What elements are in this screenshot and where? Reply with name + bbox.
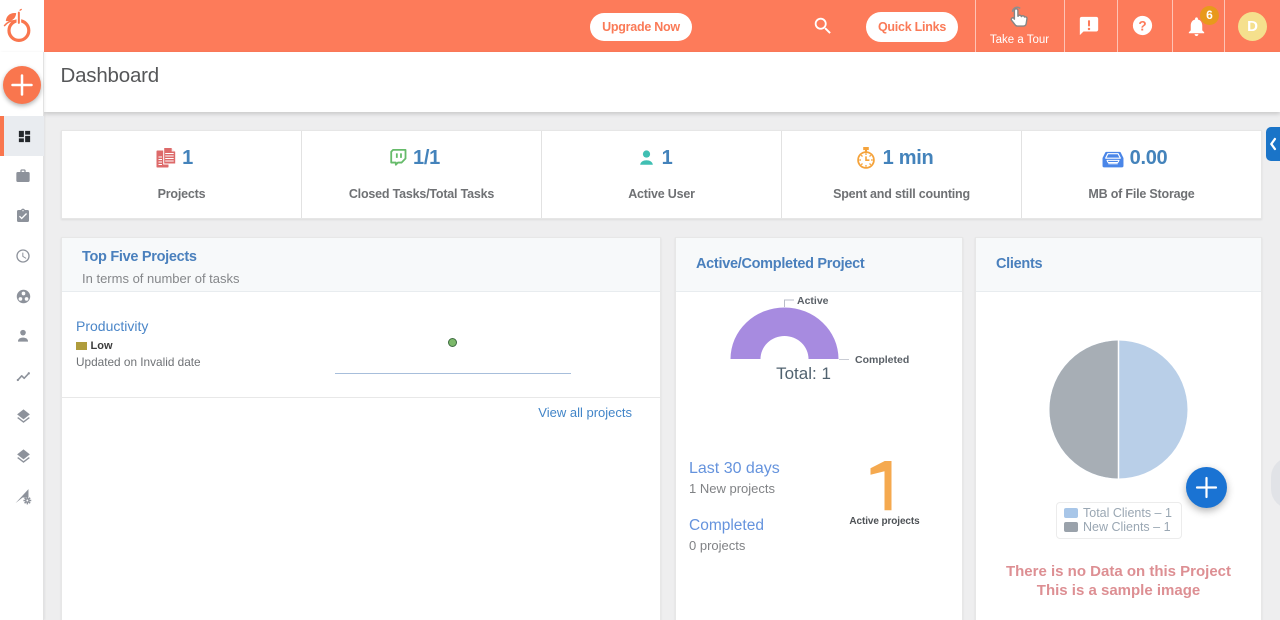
svg-text:?: ?	[1138, 18, 1146, 33]
